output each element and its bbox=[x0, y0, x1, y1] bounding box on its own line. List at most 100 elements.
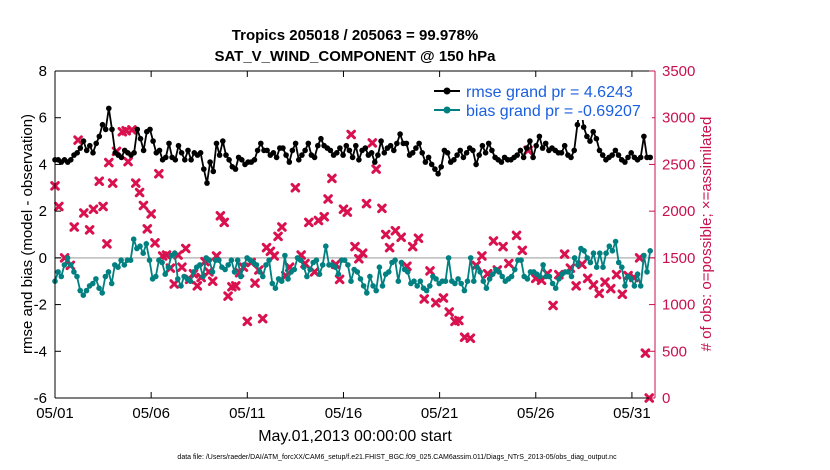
bias-point bbox=[404, 269, 411, 275]
rmse-point bbox=[96, 133, 103, 140]
rmse-point bbox=[587, 138, 593, 144]
rmse-point bbox=[182, 157, 188, 163]
bias-point bbox=[417, 278, 424, 285]
obs-point bbox=[611, 269, 622, 280]
rmse-point bbox=[394, 140, 400, 147]
rmse-point bbox=[68, 157, 74, 163]
rmse-point bbox=[156, 147, 163, 154]
bias-point bbox=[301, 264, 307, 271]
bias-point bbox=[187, 278, 194, 285]
bias-point bbox=[587, 259, 594, 266]
bias-point bbox=[345, 262, 351, 268]
y-tick-label-left: 2 bbox=[39, 203, 47, 220]
y-tick-label-right: 1500 bbox=[662, 250, 695, 267]
rmse-point bbox=[514, 152, 520, 158]
y-tick-label-right: 0 bbox=[662, 390, 670, 407]
rmse-point bbox=[172, 157, 179, 163]
rmse-point bbox=[131, 150, 137, 156]
obs-point bbox=[219, 217, 230, 228]
bias-point bbox=[483, 285, 490, 292]
rmse-point bbox=[299, 152, 305, 158]
obs-point bbox=[413, 233, 424, 244]
rmse-point bbox=[609, 152, 615, 158]
bias-point bbox=[263, 262, 269, 268]
legend: rmse grand pr = 4.6243 bias grand pr = -… bbox=[428, 78, 652, 120]
bias-point bbox=[241, 262, 247, 268]
obs-point bbox=[73, 135, 83, 145]
bias-point bbox=[360, 283, 367, 289]
legend-bias-marker bbox=[443, 106, 451, 114]
bias-point bbox=[190, 269, 197, 275]
rmse-point bbox=[425, 154, 432, 161]
obs-point bbox=[257, 313, 268, 324]
rmse-point bbox=[137, 135, 144, 142]
bias-point bbox=[222, 266, 228, 273]
bias-point bbox=[143, 241, 150, 247]
obs-point bbox=[465, 333, 476, 344]
bias-point bbox=[414, 283, 421, 289]
obs-point bbox=[323, 194, 333, 204]
obs-point bbox=[127, 125, 137, 135]
bias-point bbox=[471, 278, 477, 285]
bias-point bbox=[575, 262, 581, 268]
x-tick-label: 05/26 bbox=[517, 405, 555, 422]
obs-point bbox=[384, 242, 395, 253]
rmse-point bbox=[628, 150, 634, 156]
rmse-point bbox=[216, 152, 223, 158]
bias-point bbox=[316, 271, 323, 278]
plot-background bbox=[55, 71, 655, 398]
rmse-point bbox=[542, 140, 549, 147]
rmse-point bbox=[413, 145, 419, 151]
bias-point bbox=[332, 264, 339, 271]
bias-point bbox=[341, 257, 348, 264]
rmse-point bbox=[188, 157, 194, 163]
obs-point bbox=[377, 203, 387, 214]
bias-point bbox=[165, 264, 172, 271]
bias-point bbox=[392, 257, 398, 264]
x-tick-label: 05/01 bbox=[36, 405, 74, 422]
bias-point bbox=[568, 273, 575, 280]
bias-point bbox=[162, 271, 168, 278]
bias-point bbox=[549, 280, 556, 287]
obs-point bbox=[617, 289, 628, 300]
obs-point bbox=[107, 178, 118, 188]
bias-point bbox=[524, 276, 531, 282]
bias-point bbox=[234, 257, 241, 264]
bias-point bbox=[178, 283, 184, 289]
obs-point bbox=[215, 211, 226, 221]
bias-point bbox=[99, 290, 105, 296]
bias-point bbox=[137, 243, 143, 249]
bias-point bbox=[518, 257, 524, 264]
rmse-point bbox=[305, 140, 312, 147]
bias-point bbox=[540, 262, 546, 268]
bias-point bbox=[411, 278, 417, 285]
bias-point bbox=[323, 243, 329, 249]
rmse-point bbox=[580, 124, 587, 130]
obs-point bbox=[559, 249, 570, 259]
axes: 05/01 05/06 05/11 05/16 05/21 05/26 05/31 -6 -4 -… bbox=[34, 63, 696, 422]
bias-point bbox=[395, 278, 402, 285]
rmse-point bbox=[232, 166, 239, 172]
obs-point bbox=[454, 315, 464, 326]
bias-point bbox=[367, 273, 373, 280]
rmse-point bbox=[140, 147, 147, 154]
bias-point bbox=[200, 273, 206, 280]
obs-point bbox=[94, 176, 105, 187]
rmse-point bbox=[74, 150, 80, 156]
rmse-point bbox=[286, 159, 293, 165]
rmse-point bbox=[479, 142, 486, 149]
bias-point bbox=[546, 273, 553, 280]
rmse-point bbox=[201, 166, 207, 172]
rmse-point bbox=[118, 154, 125, 161]
bias-point bbox=[175, 276, 181, 282]
rmse-point bbox=[226, 157, 232, 163]
rmse-point bbox=[87, 142, 93, 149]
rmse-point bbox=[409, 150, 416, 156]
y-axis-label-left: rmse and bias (model - observation) bbox=[19, 114, 36, 354]
bias-point bbox=[427, 283, 433, 289]
rmse-point bbox=[419, 150, 426, 156]
obs-series bbox=[50, 125, 655, 403]
bias-point bbox=[622, 283, 628, 289]
bias-point bbox=[597, 250, 603, 256]
